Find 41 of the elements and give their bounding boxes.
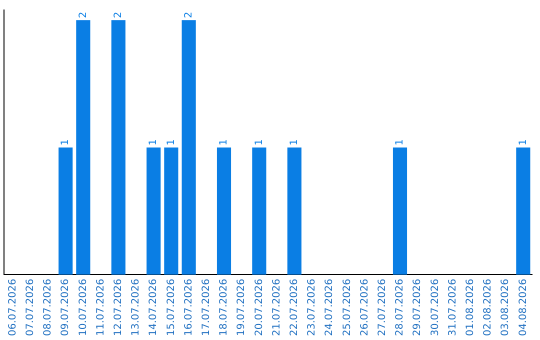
x-tick-label: 11.07.2026 bbox=[95, 278, 106, 336]
x-tick-label: 01.08.2026 bbox=[464, 278, 476, 336]
x-tick-label: 29.07.2026 bbox=[412, 278, 424, 336]
data-label: 2 bbox=[183, 12, 194, 18]
x-tick-label: 02.08.2026 bbox=[482, 278, 494, 336]
x-tick-label: 26.07.2026 bbox=[359, 278, 370, 336]
x-tick-label: 16.07.2026 bbox=[183, 278, 194, 336]
x-tick-label: 06.07.2026 bbox=[7, 278, 18, 336]
data-label: 1 bbox=[166, 139, 177, 146]
x-tick-label: 13.07.2026 bbox=[130, 278, 142, 336]
x-tick-label: 30.07.2026 bbox=[430, 278, 441, 336]
x-tick-label: 31.07.2026 bbox=[447, 278, 458, 336]
x-tick-label: 24.07.2026 bbox=[324, 278, 336, 336]
data-label: 1 bbox=[218, 139, 230, 146]
x-tick-label: 27.07.2026 bbox=[376, 278, 388, 336]
data-label: 1 bbox=[394, 139, 406, 146]
data-label: 2 bbox=[78, 12, 89, 18]
data-label: 1 bbox=[148, 139, 160, 146]
x-tick-label: 15.07.2026 bbox=[166, 278, 177, 336]
x-tick-label: 03.08.2026 bbox=[500, 278, 512, 336]
data-label: 1 bbox=[518, 139, 529, 146]
x-tick-label: 25.07.2026 bbox=[342, 278, 353, 336]
data-label: 1 bbox=[288, 139, 300, 146]
data-label: 1 bbox=[60, 139, 72, 146]
x-tick-label: 17.07.2026 bbox=[200, 278, 212, 336]
x-tick-label: 14.07.2026 bbox=[148, 278, 160, 336]
x-tick-label: 18.07.2026 bbox=[218, 278, 230, 336]
x-tick-label: 28.07.2026 bbox=[394, 278, 406, 336]
x-tick-label: 23.07.2026 bbox=[306, 278, 318, 336]
x-tick-label: 04.08.2026 bbox=[518, 278, 529, 336]
data-label: 2 bbox=[112, 12, 124, 18]
data-label: 1 bbox=[254, 139, 265, 146]
x-tick-label: 22.07.2026 bbox=[288, 278, 300, 336]
x-tick-label: 09.07.2026 bbox=[60, 278, 72, 336]
x-tick-label: 07.07.2026 bbox=[24, 278, 36, 336]
x-tick-label: 21.07.2026 bbox=[271, 278, 282, 336]
x-tick-label: 20.07.2026 bbox=[254, 278, 265, 336]
x-tick-label: 19.07.2026 bbox=[236, 278, 248, 336]
x-tick-label: 08.07.2026 bbox=[42, 278, 54, 336]
x-tick-label: 12.07.2026 bbox=[112, 278, 124, 336]
x-tick-label: 10.07.2026 bbox=[78, 278, 89, 336]
